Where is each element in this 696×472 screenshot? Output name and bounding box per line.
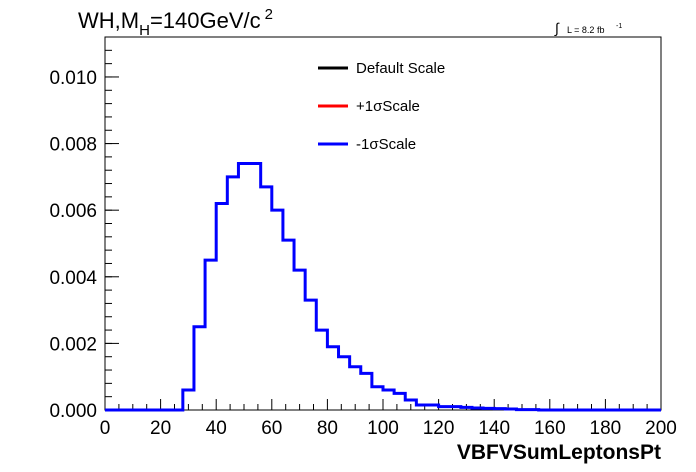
title-value: =140GeV/c [150,8,261,33]
x-tick-label: 0 [100,418,111,439]
y-tick-label: 0.010 [49,68,97,89]
x-axis-title: VBFVSumLeptonsPt [457,441,661,464]
y-tick-label: 0.002 [49,334,97,355]
x-tick-label: 80 [317,418,338,439]
title-superscript: 2 [265,6,273,23]
y-tick-label: 0.004 [49,268,97,289]
x-tick-label: 40 [206,418,227,439]
series-line [105,162,661,412]
plot-frame [104,36,662,411]
x-tick-label: 60 [261,418,282,439]
x-tick-label: 160 [534,418,566,439]
x-tick-label: 200 [645,418,677,439]
y-tick-label: 0.006 [49,201,97,222]
x-tick-label: 180 [590,418,622,439]
x-tick-label: 20 [150,418,171,439]
legend: Default Scale +1σScale -1σScale [318,60,445,153]
chart-title: WH,MH=140GeV/c 2 [78,6,273,39]
svg-text:WH,MH=140GeV/c2: WH,MH=140GeV/c 2 [78,6,273,39]
series-layer [105,162,661,412]
luminosity-integral: ∫ [554,20,560,36]
legend-entry: -1σScale [356,136,416,153]
luminosity-superscript: -1 [616,23,622,30]
x-tick-label: 120 [423,418,455,439]
x-axis: 0 20 40 60 80 100 120 140 160 180 200 [100,399,677,439]
y-axis: 0.000 0.002 0.004 0.006 0.008 0.010 [49,36,119,422]
y-tick-label: 0.008 [49,135,97,156]
luminosity-text: L = 8.2 fb [567,25,604,35]
legend-entry: Default Scale [356,60,445,77]
luminosity-label: ∫ L = 8.2 fb -1 [554,20,622,36]
x-tick-label: 100 [367,418,399,439]
y-tick-label: 0.000 [49,401,97,422]
title-subscript: H [139,22,150,39]
legend-entry: +1σScale [356,98,420,115]
x-tick-label: 140 [478,418,510,439]
title-prefix: WH,M [78,8,139,33]
